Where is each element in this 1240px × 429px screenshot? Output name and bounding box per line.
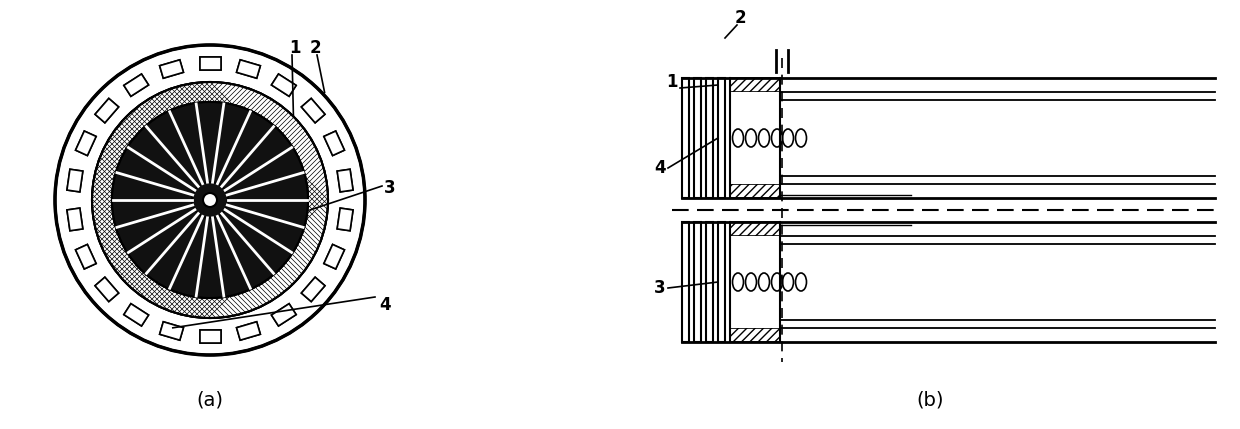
Text: 4: 4	[655, 159, 666, 177]
Bar	[706, 222, 713, 342]
Text: (a): (a)	[196, 390, 223, 410]
Bar	[160, 60, 184, 78]
Bar	[160, 322, 184, 340]
Bar	[682, 78, 689, 198]
Bar	[237, 60, 260, 78]
Bar	[301, 98, 325, 123]
Bar	[301, 277, 325, 302]
Text: 4: 4	[379, 296, 391, 314]
Bar	[67, 208, 83, 231]
Bar	[124, 74, 149, 97]
Bar	[67, 169, 83, 192]
Bar	[200, 330, 221, 343]
Bar	[76, 245, 97, 269]
Text: (b): (b)	[916, 390, 944, 410]
Circle shape	[112, 102, 308, 298]
Bar	[124, 74, 149, 97]
Bar	[67, 208, 83, 231]
Bar	[76, 131, 97, 156]
Bar	[706, 78, 713, 198]
Circle shape	[112, 102, 308, 298]
Bar	[95, 277, 119, 302]
Bar	[718, 78, 725, 198]
Bar	[324, 245, 345, 269]
Bar	[200, 57, 221, 70]
Bar	[95, 277, 119, 302]
Bar	[730, 92, 780, 184]
Text: 2: 2	[734, 9, 745, 27]
Bar	[337, 169, 353, 192]
Bar	[124, 304, 149, 326]
Bar	[272, 304, 296, 326]
Bar	[272, 304, 296, 326]
Circle shape	[92, 82, 329, 318]
Bar	[124, 304, 149, 326]
Bar	[337, 169, 353, 192]
Bar	[200, 330, 221, 343]
Bar	[76, 131, 97, 156]
Circle shape	[92, 82, 329, 318]
Bar	[730, 78, 780, 92]
Bar	[237, 60, 260, 78]
Bar	[730, 222, 780, 236]
Bar	[237, 322, 260, 340]
Bar	[337, 208, 353, 231]
Text: 3: 3	[655, 279, 666, 297]
Bar	[272, 74, 296, 97]
Bar	[324, 131, 345, 156]
Circle shape	[203, 193, 217, 207]
Bar	[272, 74, 296, 97]
Text: 3: 3	[384, 179, 396, 197]
Bar	[160, 322, 184, 340]
Circle shape	[192, 182, 228, 218]
Bar	[718, 222, 725, 342]
Bar	[694, 222, 701, 342]
Text: 1: 1	[289, 39, 301, 57]
Bar	[160, 60, 184, 78]
Bar	[301, 277, 325, 302]
Bar	[730, 328, 780, 342]
Bar	[200, 57, 221, 70]
Bar	[237, 322, 260, 340]
Bar	[76, 245, 97, 269]
Bar	[301, 98, 325, 123]
Bar	[67, 169, 83, 192]
Bar	[337, 208, 353, 231]
Bar	[324, 131, 345, 156]
Bar	[324, 245, 345, 269]
Bar	[730, 184, 780, 198]
Bar	[95, 98, 119, 123]
Text: 2: 2	[309, 39, 321, 57]
Bar	[682, 222, 689, 342]
Bar	[730, 236, 780, 328]
Bar	[694, 78, 701, 198]
Bar	[95, 98, 119, 123]
Text: 1: 1	[666, 73, 678, 91]
Circle shape	[55, 45, 365, 355]
